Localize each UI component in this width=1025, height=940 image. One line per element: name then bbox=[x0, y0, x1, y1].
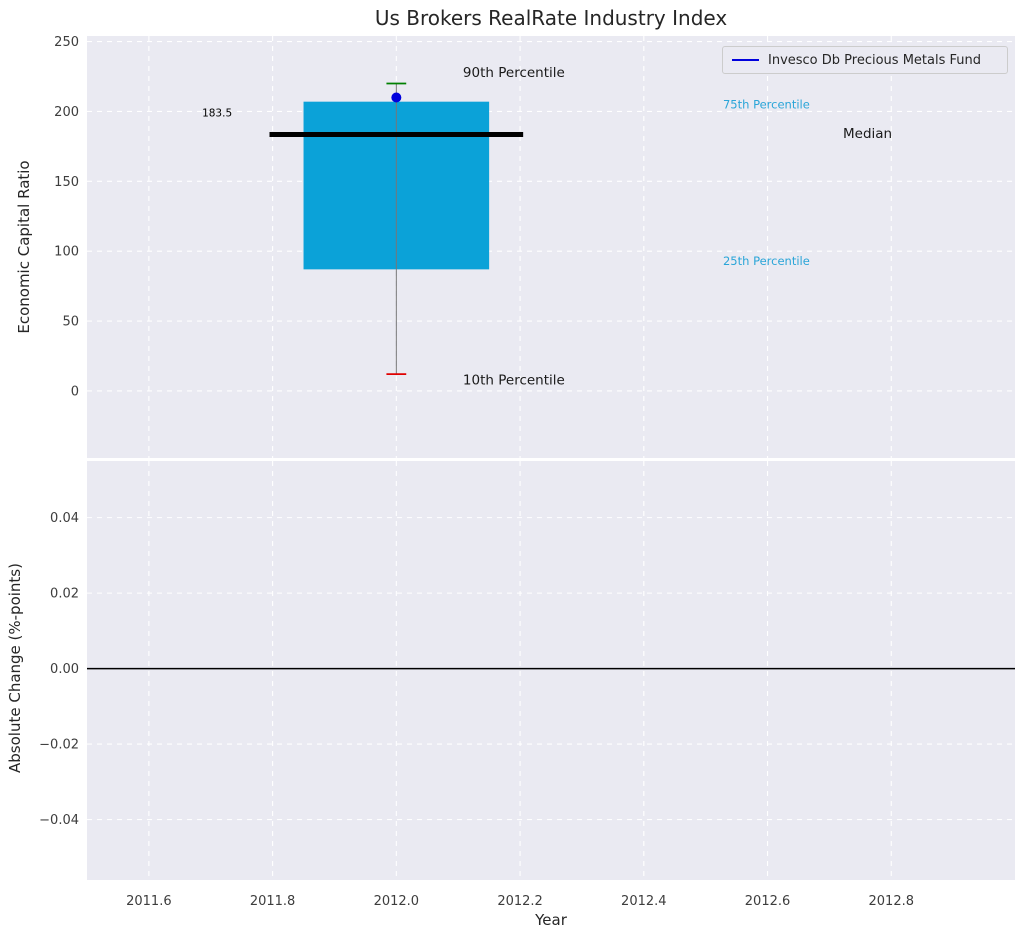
top-y-tick-label: 200 bbox=[54, 105, 79, 120]
fund-marker-dot bbox=[391, 92, 402, 103]
legend: Invesco Db Precious Metals Fund bbox=[722, 46, 1008, 74]
annotation-10th-percentile: 10th Percentile bbox=[463, 372, 565, 388]
x-tick-label: 2012.2 bbox=[497, 894, 543, 909]
annotation-25th-percentile: 25th Percentile bbox=[723, 254, 810, 268]
chart-title: Us Brokers RealRate Industry Index bbox=[374, 6, 728, 30]
bottom-plot-area bbox=[87, 461, 1015, 880]
x-tick-label: 2011.6 bbox=[126, 894, 172, 909]
x-axis-label: Year bbox=[535, 911, 567, 929]
bottom-y-tick-label: −0.02 bbox=[39, 738, 79, 753]
bottom-y-tick-label: −0.04 bbox=[39, 813, 79, 828]
legend-line-sample bbox=[732, 59, 759, 61]
top-y-axis-label: Economic Capital Ratio bbox=[15, 160, 33, 334]
annotation-183-5: 183.5 bbox=[202, 108, 232, 120]
annotation-75th-percentile: 75th Percentile bbox=[723, 97, 810, 111]
bottom-y-axis-label: Absolute Change (%-points) bbox=[6, 563, 24, 773]
bottom-y-tick-label: 0.00 bbox=[50, 662, 79, 677]
bottom-y-tick-label: 0.02 bbox=[50, 587, 79, 602]
x-tick-label: 2011.8 bbox=[250, 894, 296, 909]
top-y-tick-label: 250 bbox=[54, 35, 79, 50]
top-y-tick-label: 150 bbox=[54, 175, 79, 190]
annotation-90th-percentile: 90th Percentile bbox=[463, 65, 565, 81]
top-y-tick-label: 50 bbox=[62, 315, 79, 330]
x-tick-label: 2012.4 bbox=[621, 894, 667, 909]
x-tick-label: 2012.6 bbox=[745, 894, 791, 909]
top-plot-area bbox=[87, 36, 1015, 458]
bottom-y-tick-label: 0.04 bbox=[50, 511, 79, 526]
legend-label: Invesco Db Precious Metals Fund bbox=[768, 52, 981, 68]
annotation-median: Median bbox=[843, 126, 892, 142]
x-tick-label: 2012.8 bbox=[869, 894, 915, 909]
top-y-tick-label: 0 bbox=[71, 384, 79, 399]
top-y-tick-label: 100 bbox=[54, 245, 79, 260]
x-tick-label: 2012.0 bbox=[374, 894, 420, 909]
